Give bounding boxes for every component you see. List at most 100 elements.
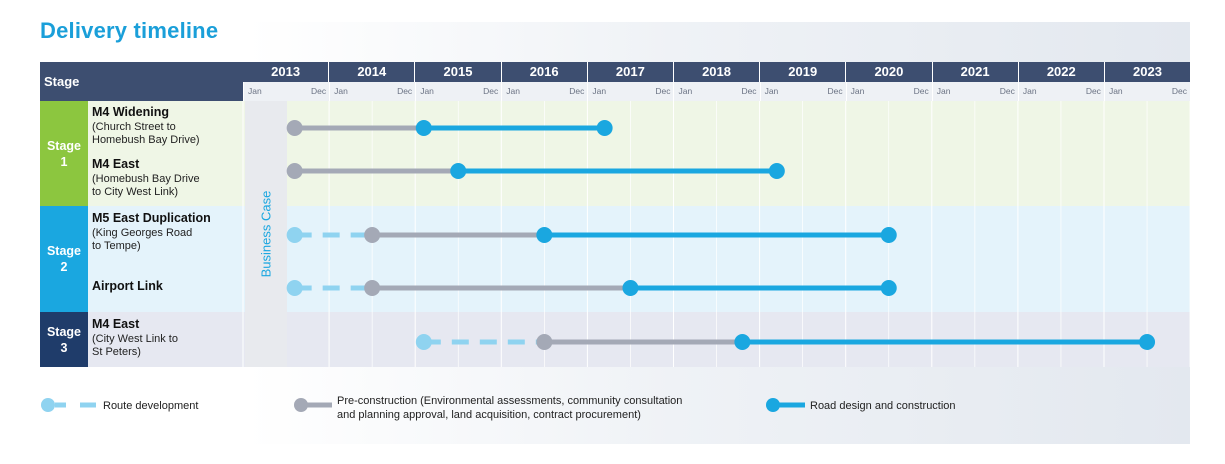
month-range: Jan Dec — [501, 82, 587, 101]
month-range: Jan Dec — [587, 82, 673, 101]
road-construction-end-marker — [768, 163, 785, 179]
stage-1-label: Stage 1 — [40, 101, 88, 206]
stage-label-word: Stage — [46, 138, 82, 153]
year-label: 2019 — [759, 62, 845, 82]
legend-pre-line1: Pre-construction (Environmental assessme… — [337, 395, 683, 407]
month-start-label: Jan — [592, 86, 607, 96]
legend-pre-symbol — [294, 398, 332, 412]
month-range: Jan Dec — [845, 82, 932, 101]
project-detail: to Tempe) — [92, 240, 141, 252]
business-case-column — [245, 101, 287, 367]
year-label: 2014 — [328, 62, 414, 82]
project-airport-link: Airport Link — [92, 279, 163, 295]
year-label: 2015 — [414, 62, 500, 82]
month-header: Jan Dec Jan Dec Jan Dec Jan Dec Jan Dec Jan Dec Jan D… — [243, 82, 1190, 101]
project-m4-east-stage1: M4 East (Homebush Bay Drive to City West… — [92, 157, 200, 200]
month-range: Jan Dec — [673, 82, 759, 101]
road-construction-end-marker — [880, 280, 897, 296]
route-development-start-marker — [286, 227, 303, 243]
project-m5-east-duplication: M5 East Duplication (King Georges Road t… — [92, 211, 211, 254]
project-detail: (City West Link to — [92, 332, 178, 345]
month-end-label: Dec — [999, 86, 1015, 96]
project-detail: (King Georges Road — [92, 226, 193, 239]
pre-construction-start-marker — [286, 163, 303, 179]
project-name: M4 East — [92, 317, 140, 331]
road-construction-start-marker — [536, 227, 553, 243]
month-start-label: Jan — [248, 86, 262, 96]
month-end-label: Dec — [397, 86, 413, 96]
road-construction-start-marker — [415, 120, 432, 136]
pre-construction-start-marker — [364, 280, 381, 296]
project-m4-widening: M4 Widening (Church Street to Homebush B… — [92, 105, 200, 148]
year-label: 2017 — [586, 62, 673, 82]
project-detail: to City West Link) — [92, 186, 178, 198]
month-start-label: Jan — [420, 86, 434, 96]
month-end-label: Dec — [1085, 86, 1101, 96]
year-header: 2013 2014 2015 2016 2017 2018 2019 2020 … — [243, 62, 1190, 82]
legend-route-label: Route development — [103, 400, 199, 412]
stage-label-word: Stage — [46, 324, 82, 339]
month-start-label: Jan — [764, 86, 779, 96]
month-range: Jan Dec — [243, 82, 329, 101]
year-label: 2021 — [931, 62, 1018, 82]
stage-label-word: Stage — [46, 244, 82, 258]
month-end-label: Dec — [569, 86, 585, 96]
legend-pre-label: Pre-construction (Environmental assessme… — [337, 394, 682, 422]
month-start-label: Jan — [936, 86, 951, 96]
pre-construction-start-marker — [286, 120, 303, 136]
legend-road-symbol — [766, 398, 805, 412]
pre-construction-start-marker — [364, 227, 381, 243]
road-construction-end-marker — [880, 227, 897, 243]
month-range: Jan Dec — [1103, 82, 1190, 101]
road-construction-start-marker — [734, 334, 751, 350]
month-start-label: Jan — [850, 86, 865, 96]
month-end-label: Dec — [655, 86, 671, 96]
month-start-label: Jan — [1108, 86, 1123, 96]
project-name: M4 Widening — [92, 105, 169, 119]
year-label: 2013 — [271, 64, 301, 79]
project-name: Airport Link — [92, 279, 163, 293]
project-detail: (Church Street to — [92, 120, 176, 133]
project-detail: Homebush Bay Drive) — [92, 134, 200, 146]
legend-pre-line2: and planning approval, land acquisition,… — [337, 409, 641, 421]
legend-route-symbol — [41, 398, 96, 412]
month-end-label: Dec — [483, 86, 499, 96]
stage-3-label: Stage 3 — [40, 312, 88, 367]
year-label: 2022 — [1017, 62, 1104, 82]
month-start-label: Jan — [678, 86, 693, 96]
stage-label-number: 2 — [60, 260, 68, 274]
month-end-label: Dec — [741, 86, 757, 96]
month-start-label: Jan — [506, 86, 520, 96]
year-label: 2016 — [500, 62, 587, 82]
project-detail: St Peters) — [92, 346, 141, 358]
month-end-label: Dec — [827, 86, 843, 96]
year-label: 2018 — [672, 62, 759, 82]
stage-2-label: Stage 2 — [40, 206, 88, 312]
month-range: Jan Dec — [415, 82, 501, 101]
chart-title: Delivery timeline — [40, 18, 219, 43]
month-range: Jan Dec — [1017, 82, 1104, 101]
month-start-label: Jan — [334, 86, 348, 96]
year-label: 2020 — [845, 62, 931, 82]
project-m4-east-stage3: M4 East (City West Link to St Peters) — [92, 317, 178, 360]
project-detail: (Homebush Bay Drive — [92, 172, 200, 185]
route-development-start-marker — [286, 280, 303, 296]
project-name: M5 East Duplication — [92, 211, 211, 225]
month-range: Jan Dec — [759, 82, 846, 101]
road-construction-end-marker — [1139, 334, 1156, 350]
month-start-label: Jan — [1022, 86, 1037, 96]
road-construction-start-marker — [450, 163, 467, 179]
month-range: Jan Dec — [931, 82, 1018, 101]
route-development-start-marker — [415, 334, 432, 350]
stage-label-number: 3 — [60, 340, 68, 355]
month-end-label: Dec — [1171, 86, 1188, 96]
legend-road-label: Road design and construction — [810, 400, 956, 412]
project-name: M4 East — [92, 157, 140, 171]
month-end-label: Dec — [913, 86, 929, 96]
stage-2-band — [40, 206, 1190, 312]
year-label: 2023 — [1103, 62, 1190, 82]
road-construction-end-marker — [596, 120, 613, 136]
stage-1-band — [40, 101, 1190, 206]
